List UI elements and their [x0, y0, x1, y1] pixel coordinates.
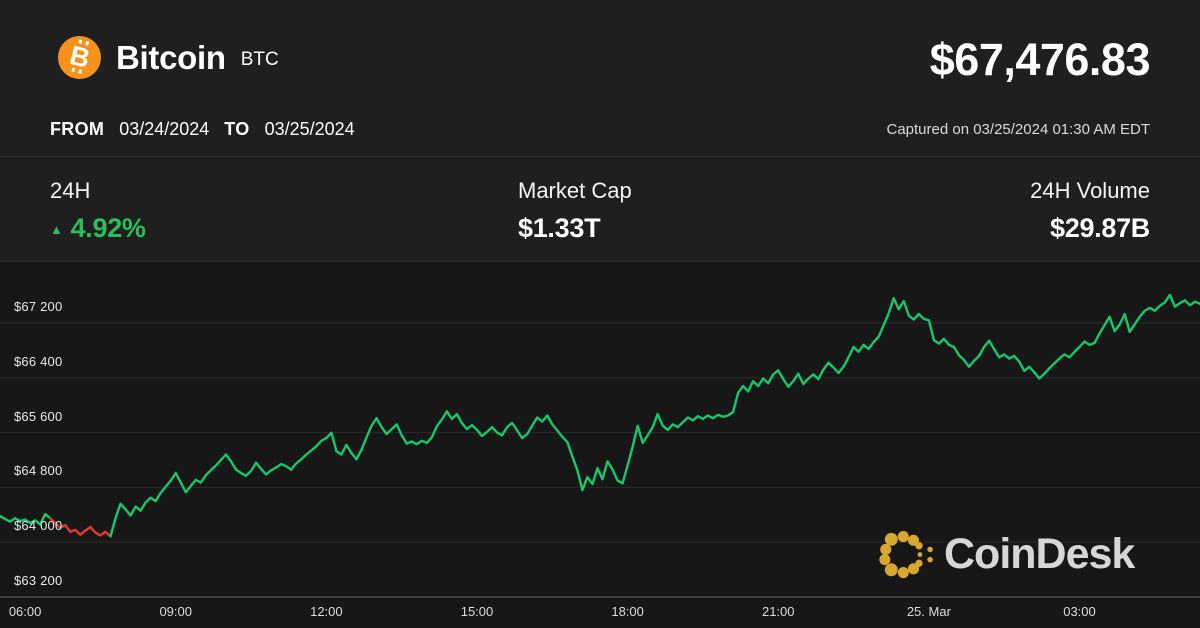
price-line-segment	[109, 293, 1200, 538]
market-cap-value: $1.33T	[518, 213, 601, 243]
coin-title: B Bitcoin BTC	[58, 36, 279, 79]
bitcoin-logo-icon: B	[58, 36, 101, 79]
coindesk-wordmark: CoinDesk	[944, 530, 1135, 578]
change-24h-label: 24H	[50, 178, 91, 203]
to-date: 03/25/2024	[264, 119, 355, 139]
price-line-segment	[0, 512, 52, 526]
coindesk-logo: CoinDesk	[878, 530, 1135, 579]
stats-band: 24H ▲ 4.92% Market Cap $1.33T 24H Volume…	[0, 157, 1200, 262]
volume-24h-value: $29.87B	[1050, 213, 1150, 243]
from-date: 03/24/2024	[119, 119, 210, 139]
market-cap-stat: Market Cap $1.33T	[518, 157, 632, 244]
volume-24h-stat: 24H Volume $29.87B	[1030, 157, 1150, 244]
volume-24h-label: 24H Volume	[1030, 178, 1150, 203]
up-triangle-icon: ▲	[50, 222, 63, 237]
price-line-segment	[49, 517, 112, 538]
header: B Bitcoin BTC $67,476.83 FROM 03/24/2024…	[0, 0, 1200, 157]
capture-timestamp: Captured on 03/25/2024 01:30 AM EDT	[886, 121, 1150, 138]
from-label: FROM	[50, 119, 105, 139]
date-range: FROM 03/24/2024 TO 03/25/2024	[50, 119, 355, 140]
market-cap-label: Market Cap	[518, 178, 632, 203]
current-price: $67,476.83	[929, 34, 1151, 85]
change-24h-stat: 24H ▲ 4.92%	[50, 157, 146, 244]
to-label: TO	[224, 119, 250, 139]
coindesk-icon	[879, 530, 933, 578]
coin-symbol: BTC	[240, 48, 279, 70]
bitcoin-b-icon: B	[66, 39, 93, 74]
change-24h-value: 4.92%	[70, 213, 146, 243]
coin-name: Bitcoin	[116, 38, 226, 76]
